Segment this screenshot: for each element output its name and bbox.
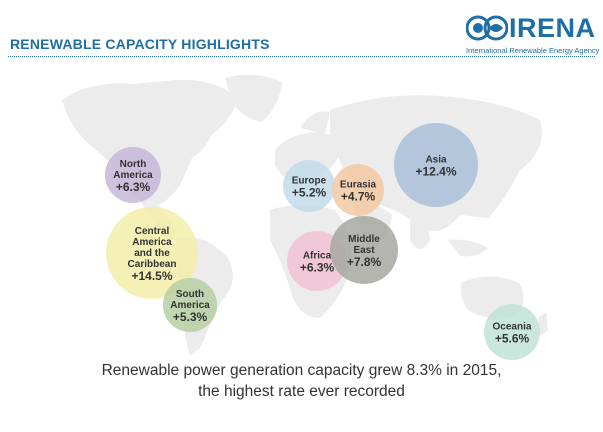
bubble-circle — [163, 278, 217, 332]
region-name-label: Central — [135, 226, 170, 237]
region-bubble-oceania: Oceania+5.6% — [484, 304, 540, 360]
region-value-label: +5.3% — [173, 310, 208, 324]
region-bubble-asia: Asia+12.4% — [394, 123, 478, 207]
region-name-label: South — [176, 289, 204, 300]
bubble-circle — [106, 207, 198, 299]
region-value-label: +5.2% — [292, 186, 327, 200]
bubble-circle — [105, 147, 161, 203]
bubble-circle — [332, 164, 384, 216]
region-value-label: +7.8% — [347, 255, 382, 269]
logo-subtitle: International Renewable Energy Agency — [466, 46, 600, 55]
region-name-label: Caribbean — [128, 259, 177, 270]
region-name-label: Asia — [425, 155, 447, 166]
region-value-label: +14.5% — [131, 269, 172, 283]
caption-line-1: Renewable power generation capacity grew… — [101, 362, 502, 379]
bubble-circle — [283, 160, 335, 212]
caption-line-2: the highest rate ever recorded — [198, 383, 405, 400]
region-bubble-europe: Europe+5.2% — [283, 160, 335, 212]
globe-logo-icon — [466, 15, 508, 41]
region-value-label: +5.6% — [495, 332, 530, 346]
region-name-label: Europe — [292, 176, 327, 187]
region-value-label: +12.4% — [415, 165, 456, 179]
region-name-label: America — [132, 237, 172, 248]
bubble-circle — [330, 216, 398, 284]
region-value-label: +6.3% — [116, 180, 151, 194]
region-name-label: Oceania — [493, 322, 532, 333]
header-divider — [8, 56, 595, 57]
region-bubble-eurasia: Eurasia+4.7% — [332, 164, 384, 216]
bubble-circle — [484, 304, 540, 360]
region-name-label: America — [170, 300, 210, 311]
logo-text: IRENA — [509, 13, 596, 43]
region-value-label: +6.3% — [300, 261, 335, 275]
region-name-label: America — [113, 170, 153, 181]
caption: Renewable power generation capacity grew… — [0, 360, 603, 402]
bubble-circle — [394, 123, 478, 207]
region-name-label: East — [353, 245, 375, 256]
irena-logo: IRENA International Renewable Energy Age… — [466, 10, 600, 55]
region-name-label: Middle — [348, 234, 380, 245]
region-name-label: Africa — [303, 251, 332, 262]
region-value-label: +4.7% — [341, 190, 376, 204]
region-name-label: Eurasia — [340, 180, 377, 191]
region-name-label: North — [120, 159, 147, 170]
region-name-label: and the — [134, 248, 170, 259]
page-title: RENEWABLE CAPACITY HIGHLIGHTS — [10, 36, 270, 52]
